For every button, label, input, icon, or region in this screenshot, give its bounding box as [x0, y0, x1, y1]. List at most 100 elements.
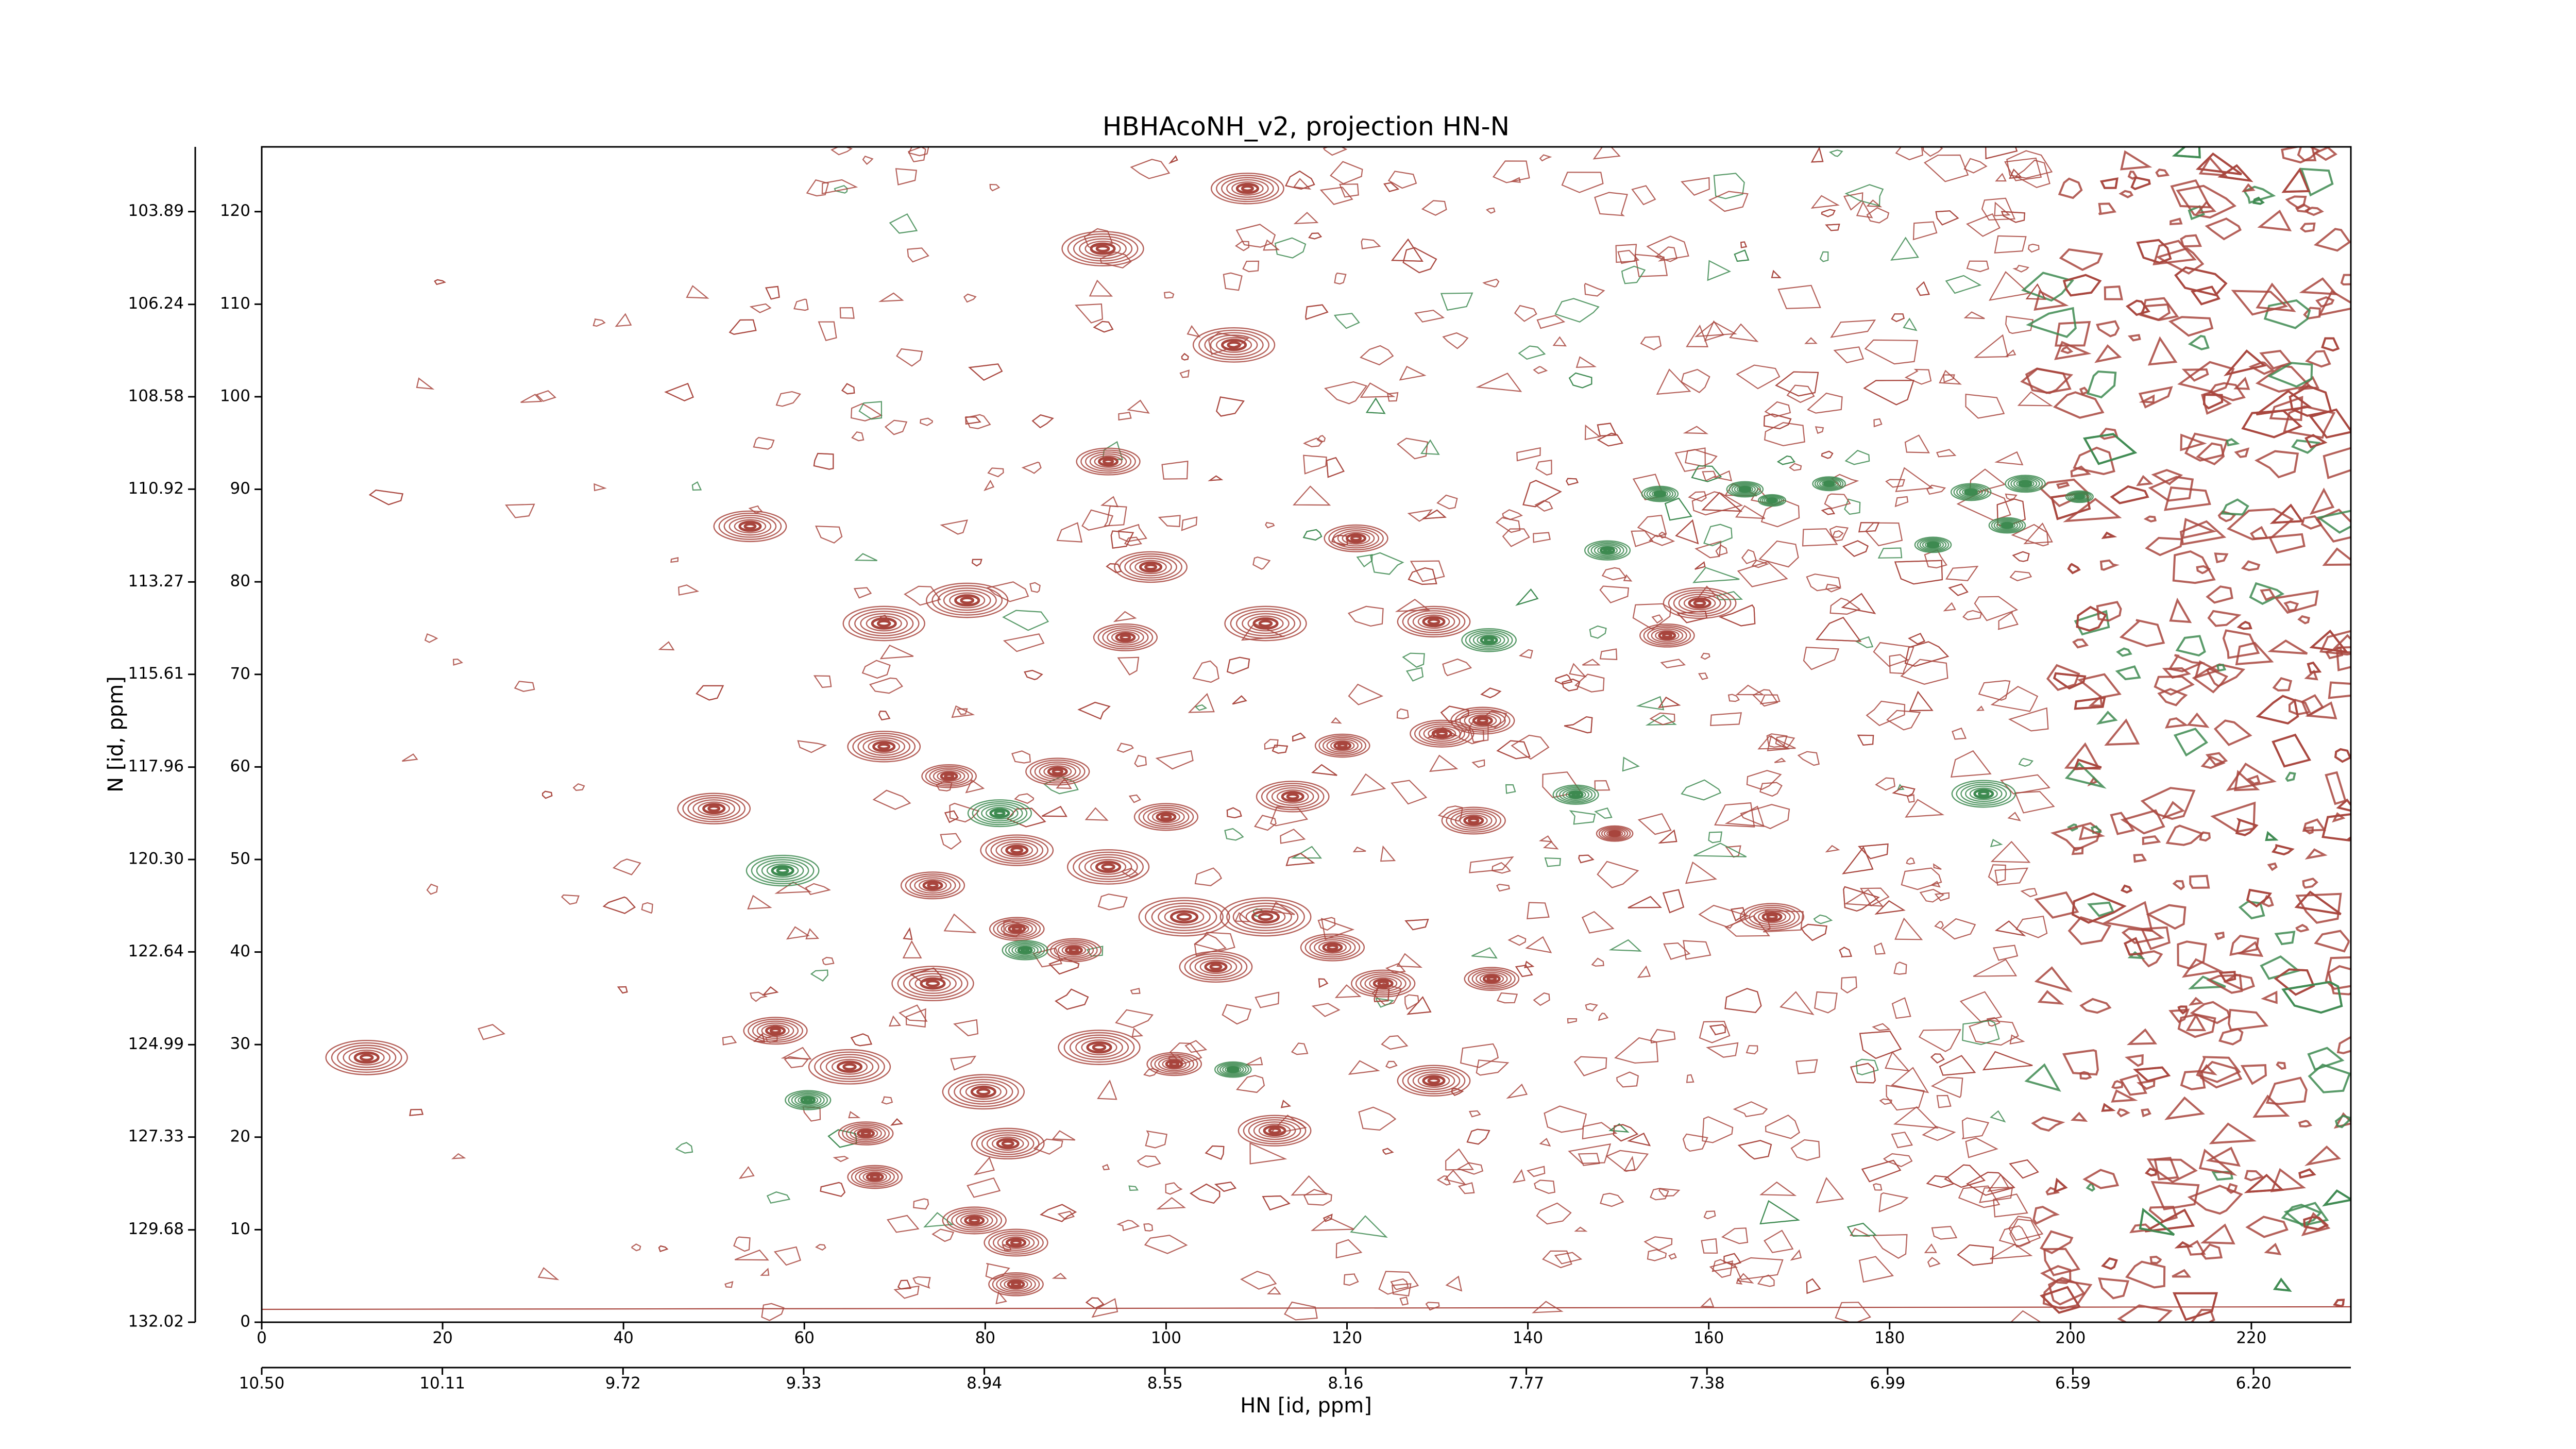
contour-level: [791, 1092, 825, 1108]
contour-level: [1759, 495, 1785, 506]
noise-contour: [1700, 1297, 1715, 1308]
noise-contour: [1663, 942, 1691, 960]
contour-level: [1258, 913, 1274, 921]
noise-contour: [1658, 696, 1681, 709]
noise-contour: [1597, 861, 1639, 888]
noise-contour: [1693, 843, 1747, 857]
noise-contour: [2053, 672, 2087, 690]
noise-contour: [1274, 237, 1307, 259]
noise-contour: [1856, 201, 1873, 218]
noise-contour: [2281, 167, 2311, 193]
y-tick-label: 0: [240, 1312, 250, 1331]
noise-contour: [1757, 735, 1796, 750]
contour-level: [1281, 790, 1304, 802]
contour-level: [1004, 1278, 1028, 1290]
noise-contour: [1767, 735, 1790, 751]
noise-contour: [1385, 1060, 1398, 1069]
noise-contour: [1516, 447, 1541, 462]
noise-contour: [2208, 382, 2246, 401]
contour-level: [1039, 763, 1077, 780]
noise-contour: [2053, 1177, 2068, 1193]
noise-contour: [1941, 918, 1976, 940]
noise-contour: [514, 681, 535, 692]
contour-level: [1231, 181, 1264, 196]
noise-contour: [2213, 719, 2252, 746]
contour-level: [949, 592, 986, 609]
noise-contour: [2088, 695, 2103, 707]
noise-contour: [1130, 987, 1141, 995]
peak: [1324, 524, 1388, 552]
noise-contour: [2298, 1120, 2313, 1128]
noise-contour: [2101, 1257, 2118, 1270]
contour-level: [1204, 332, 1264, 358]
contour-level: [926, 582, 1009, 618]
contour-level: [995, 840, 1039, 860]
noise-contour: [2062, 274, 2102, 297]
noise-contour: [2176, 184, 2237, 219]
contour-level: [1322, 942, 1343, 953]
contour-level: [1120, 634, 1131, 641]
peak: [1210, 173, 1284, 205]
contour-level: [1330, 740, 1355, 751]
noise-contour: [2234, 770, 2260, 791]
noise-contour: [1480, 687, 1502, 698]
contour-level: [765, 1025, 786, 1036]
noise-contour: [1865, 522, 1903, 547]
noise-contour: [1347, 605, 1384, 627]
noise-contour: [2305, 350, 2331, 368]
noise-contour: [2025, 283, 2046, 300]
noise-contour: [2127, 334, 2141, 342]
noise-contour: [1861, 1159, 1902, 1183]
noise-contour: [1116, 743, 1134, 753]
contour-level: [2069, 492, 2090, 502]
contour-level: [937, 770, 961, 782]
noise-contour: [262, 1306, 2351, 1310]
noise-contour: [1904, 641, 1950, 667]
noise-contour: [1263, 239, 1280, 251]
noise-contour: [1515, 588, 1539, 606]
noise-contour: [1302, 529, 1323, 541]
noise-contour: [2295, 892, 2342, 924]
noise-contour: [2281, 981, 2343, 1014]
noise-contour: [2074, 610, 2110, 636]
noise-contour: [2032, 1205, 2060, 1225]
noise-contour: [1760, 499, 1800, 528]
noise-contour: [1077, 701, 1111, 720]
noise-contour: [1582, 659, 1601, 666]
noise-contour: [805, 883, 831, 896]
noise-contour: [1458, 1182, 1475, 1194]
noise-contour: [806, 179, 829, 197]
noise-contour: [908, 147, 929, 157]
noise-contour: [1514, 305, 1537, 322]
contour-level: [891, 966, 974, 1002]
contour-level: [1199, 959, 1232, 974]
contour-level: [1092, 1043, 1107, 1051]
noise-contour: [1032, 947, 1062, 968]
noise-contour: [2257, 209, 2292, 232]
contour-level: [1956, 485, 1986, 499]
peak: [1002, 940, 1048, 961]
contour-level: [933, 769, 965, 784]
noise-contour: [2236, 620, 2252, 630]
noise-contour: [2169, 597, 2192, 624]
contour-level: [860, 613, 908, 634]
noise-contour: [1662, 889, 1685, 914]
noise-contour: [1569, 663, 1587, 678]
contour-level: [1158, 905, 1211, 929]
noise-contour: [2077, 673, 2122, 699]
contour-level: [1067, 233, 1139, 264]
contour-level: [1643, 625, 1691, 646]
noise-contour: [1352, 846, 1366, 852]
noise-contour: [734, 1249, 769, 1261]
noise-contour: [2198, 1060, 2243, 1089]
contour-level: [1418, 723, 1465, 744]
noise-contour: [2018, 757, 2034, 767]
contour-level: [1753, 908, 1791, 925]
noise-contour: [805, 928, 820, 939]
x2-tick-label: 8.55: [1147, 1374, 1183, 1393]
noise-contour: [2119, 190, 2134, 198]
peak: [1461, 628, 1517, 652]
noise-contour: [1033, 1138, 1063, 1155]
noise-contour: [2294, 890, 2342, 915]
contour-level: [734, 519, 767, 534]
